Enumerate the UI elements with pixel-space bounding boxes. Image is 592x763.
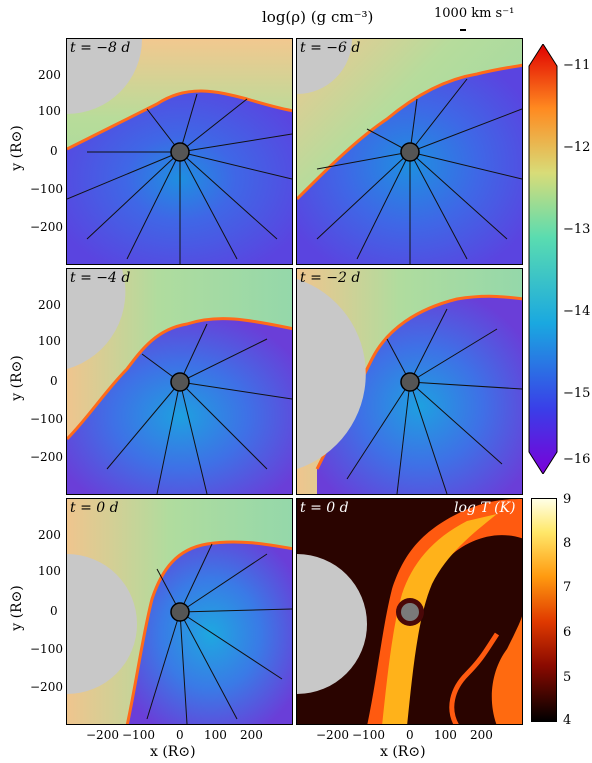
y-axis-label: y (R⊙) <box>8 355 25 401</box>
density-colorbar-tick: −16 <box>563 452 591 467</box>
y-tick-label: 200 <box>38 528 61 542</box>
y-tick-label: 0 <box>50 604 58 618</box>
y-tick-label: −100 <box>30 642 63 656</box>
temperature-colorbar <box>531 498 557 722</box>
panel-time-label: t = 0 d <box>300 500 349 516</box>
temperature-colorbar-tick: 4 <box>563 713 572 728</box>
density-colorbar-tick: −15 <box>563 386 591 401</box>
temperature-colorbar-tick: 7 <box>563 580 572 595</box>
y-tick-label: −200 <box>30 220 63 234</box>
panel-time-label: t = −6 d <box>300 40 361 56</box>
panel-density-t-4 <box>66 268 293 495</box>
panel-time-label: t = −4 d <box>70 270 131 286</box>
temperature-colorbar-tick: 6 <box>563 625 572 640</box>
x-axis-label: x (R⊙) <box>380 744 426 760</box>
x-tick-label: 200 <box>470 728 493 742</box>
y-axis-label: y (R⊙) <box>8 125 25 171</box>
x-tick-label: 200 <box>240 728 263 742</box>
y-tick-label: 0 <box>50 144 58 158</box>
velocity-key-arrow <box>460 29 466 31</box>
panel-quantity-label: log T (K) <box>454 500 516 516</box>
y-axis-label: y (R⊙) <box>8 585 25 631</box>
density-colorbar <box>528 43 558 475</box>
density-colorbar-tick: −14 <box>563 304 591 319</box>
x-tick-label: −100 <box>122 728 155 742</box>
y-tick-label: 0 <box>50 374 58 388</box>
panel-time-label: t = −2 d <box>300 270 361 286</box>
density-title: log(ρ) (g cm⁻³) <box>262 8 374 26</box>
panel-density-t-6 <box>296 38 523 265</box>
y-tick-label: −200 <box>30 680 63 694</box>
x-tick-label: −200 <box>86 728 119 742</box>
x-tick-label: 0 <box>406 728 414 742</box>
panel-density-t-8 <box>66 38 293 265</box>
y-tick-label: −100 <box>30 182 63 196</box>
density-colorbar-tick: −12 <box>563 140 591 155</box>
panel-time-label: t = −8 d <box>70 40 131 56</box>
density-colorbar-tick: −13 <box>563 222 591 237</box>
panel-temperature-t0 <box>296 498 523 725</box>
panel-density-t0 <box>66 498 293 725</box>
x-axis-label: x (R⊙) <box>150 744 196 760</box>
x-tick-label: −200 <box>316 728 349 742</box>
density-colorbar-tick: −11 <box>563 58 591 73</box>
y-tick-label: 100 <box>38 564 61 578</box>
x-tick-label: 0 <box>176 728 184 742</box>
y-tick-label: −100 <box>30 412 63 426</box>
y-tick-label: 100 <box>38 104 61 118</box>
temperature-colorbar-tick: 9 <box>563 492 572 507</box>
panel-density-t-2 <box>296 268 523 495</box>
x-tick-label: −100 <box>352 728 385 742</box>
velocity-key-label: 1000 km s⁻¹ <box>434 6 515 21</box>
y-tick-label: 200 <box>38 68 61 82</box>
y-tick-label: 200 <box>38 298 61 312</box>
y-tick-label: 100 <box>38 334 61 348</box>
x-tick-label: 100 <box>204 728 227 742</box>
temperature-colorbar-tick: 8 <box>563 536 572 551</box>
temperature-colorbar-tick: 5 <box>563 670 572 685</box>
panel-time-label: t = 0 d <box>70 500 119 516</box>
y-tick-label: −200 <box>30 450 63 464</box>
x-tick-label: 100 <box>434 728 457 742</box>
